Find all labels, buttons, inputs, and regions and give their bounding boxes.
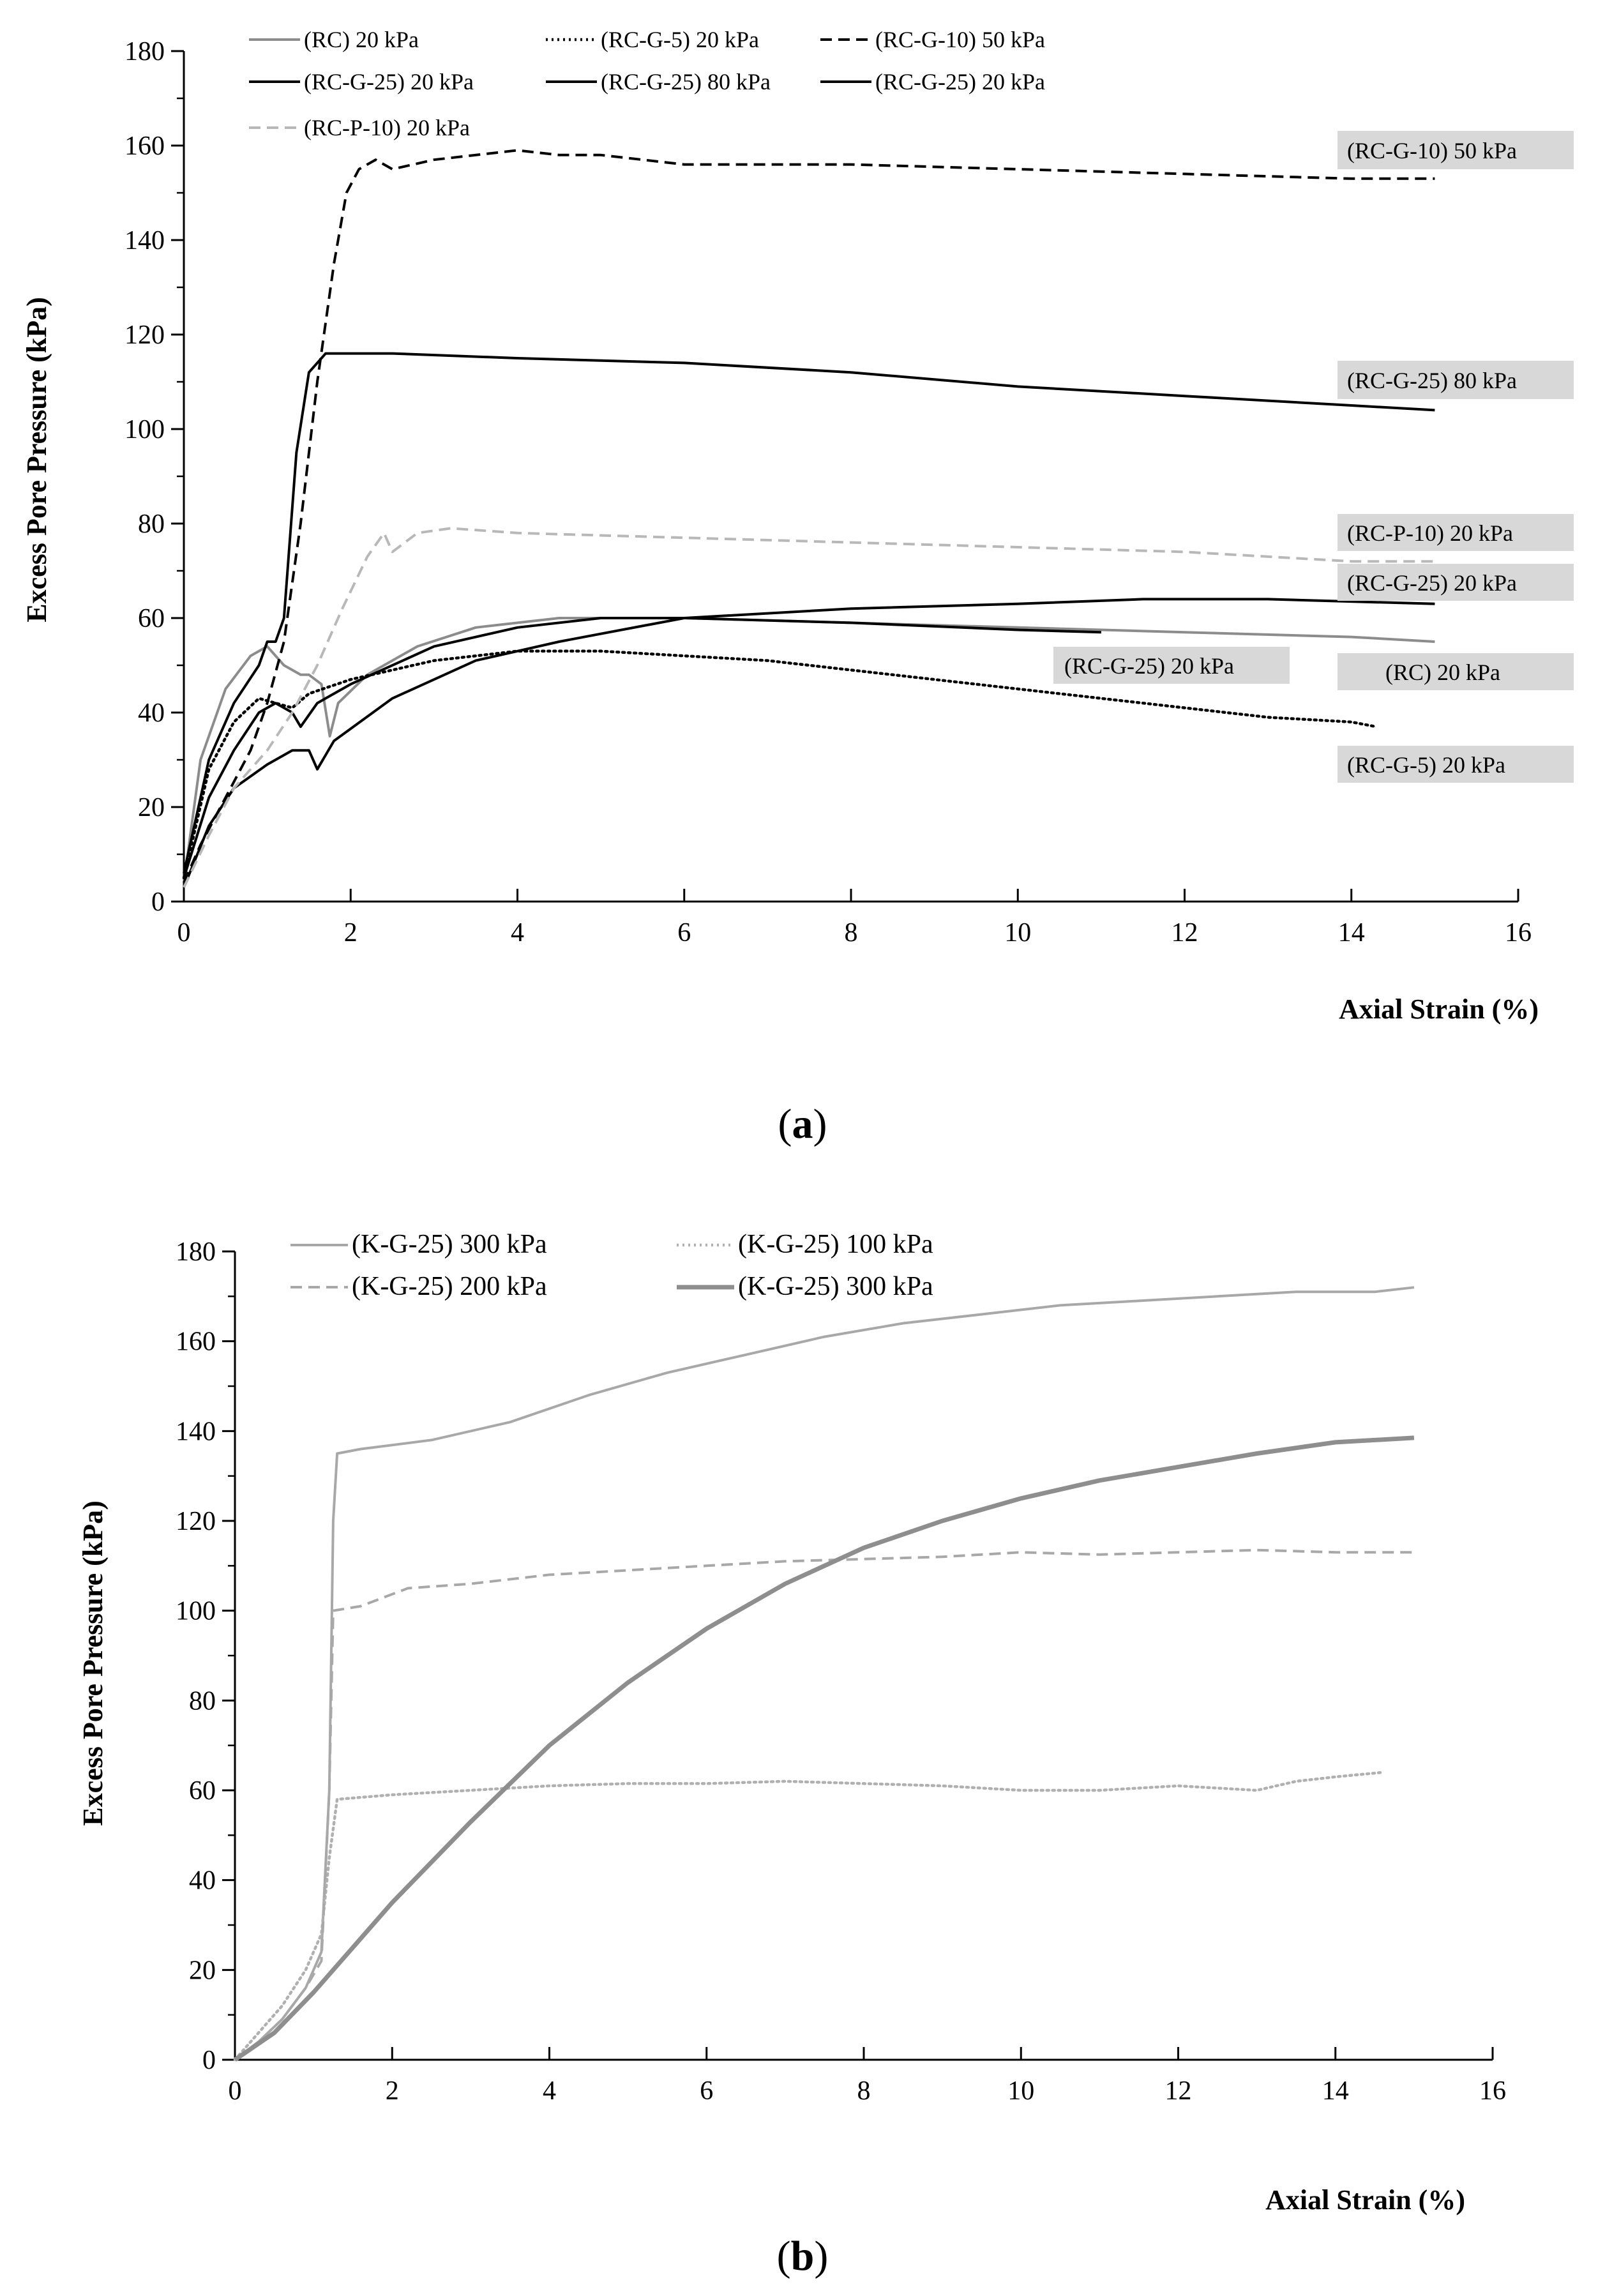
x-tick-label: 10 [1004, 918, 1031, 948]
y-tick-label: 60 [138, 604, 165, 633]
x-tick-label: 6 [677, 918, 691, 948]
x-tick-label: 4 [511, 918, 524, 948]
panel-label-b: (b) [777, 2233, 829, 2279]
annotation-rc-g-25-20-upper: (RC-G-25) 20 kPa [1347, 570, 1517, 596]
chart-a-annotation: (RC) 20 kPa [1338, 653, 1574, 690]
x-tick-label: 8 [857, 2076, 871, 2106]
legend-label: (RC) 20 kPa [304, 27, 419, 52]
chart-b-ticks: 0 20 40 60 80 100 120 140 160 180 0 2 4 6 8 10 12 14 16 [176, 1237, 1506, 2106]
chart-a-annotation: (RC-P-10) 20 kPa [1338, 514, 1574, 551]
series-line [234, 1286, 1415, 2061]
series-line [233, 1771, 1384, 2062]
y-tick-label: 180 [176, 1237, 216, 1267]
series-line [183, 352, 1435, 874]
chart-a-annotation: (RC-G-10) 50 kPa [1338, 131, 1574, 169]
x-tick-label: 0 [229, 2076, 242, 2106]
x-tick-label: 8 [845, 918, 858, 948]
series-line [183, 527, 1435, 888]
y-tick-label: 20 [189, 1956, 216, 1985]
x-tick-label: 4 [543, 2076, 556, 2106]
panel-label-a: (a) [778, 1101, 827, 1147]
chart-a-series [182, 149, 1435, 888]
x-tick-label: 6 [700, 2076, 713, 2106]
series-line [183, 617, 1101, 879]
x-tick-label: 16 [1479, 2076, 1506, 2106]
y-tick-label: 160 [176, 1327, 216, 1357]
x-tick-label: 10 [1007, 2076, 1034, 2106]
y-tick-label: 100 [124, 415, 165, 444]
chart-b-axes [234, 1251, 1493, 2061]
legend-label: (K-G-25) 300 kPa [738, 1272, 933, 1301]
chart-b-legend: (K-G-25) 300 kPa (K-G-25) 100 kPa (K-G-25)… [290, 1230, 933, 1301]
chart-b-xlabel: Axial Strain (%) [1265, 2184, 1465, 2216]
series-line [234, 1548, 1414, 2061]
series-line [234, 1435, 1415, 2062]
y-tick-label: 120 [124, 321, 165, 350]
chart-a: Excess Pore Pressure (kPa) Axial Strain … [21, 27, 1574, 1147]
x-tick-label: 2 [386, 2076, 399, 2106]
chart-a-ylabel: Excess Pore Pressure (kPa) [21, 297, 52, 623]
x-tick-label: 14 [1338, 918, 1365, 948]
chart-a-legend: (RC) 20 kPa (RC-G-5) 20 kPa (RC-G-10) 50 k… [249, 27, 1045, 140]
series-line [183, 617, 1435, 883]
annotation-rc-g-10-50: (RC-G-10) 50 kPa [1347, 138, 1517, 163]
chart-a-annotation: (RC-G-25) 80 kPa [1338, 361, 1574, 399]
chart-a-annotation: (RC-G-25) 20 kPa [1053, 647, 1290, 684]
chart-b-ylabel: Excess Pore Pressure (kPa) [77, 1500, 109, 1826]
legend-label: (RC-G-25) 20 kPa [304, 69, 474, 94]
legend-label: (K-G-25) 200 kPa [352, 1272, 547, 1301]
legend-label: (RC-P-10) 20 kPa [304, 115, 470, 140]
chart-a-xlabel: Axial Strain (%) [1339, 993, 1539, 1025]
chart-b-series [233, 1286, 1415, 2062]
y-tick-label: 40 [189, 1866, 216, 1896]
y-tick-label: 40 [138, 699, 165, 728]
x-tick-label: 12 [1172, 918, 1198, 948]
annotation-rc-g-25-80: (RC-G-25) 80 kPa [1347, 368, 1517, 393]
y-tick-label: 80 [189, 1686, 216, 1716]
y-tick-label: 120 [176, 1507, 216, 1536]
y-tick-label: 140 [176, 1417, 216, 1446]
x-tick-label: 0 [177, 918, 191, 948]
legend-label: (K-G-25) 300 kPa [352, 1230, 547, 1259]
x-tick-label: 2 [344, 918, 358, 948]
x-tick-label: 16 [1505, 918, 1532, 948]
y-tick-label: 160 [124, 132, 165, 161]
x-tick-label: 12 [1165, 2076, 1192, 2106]
y-tick-label: 20 [138, 793, 165, 822]
y-tick-label: 180 [124, 37, 165, 66]
series-line [183, 598, 1435, 888]
y-tick-label: 0 [151, 887, 165, 917]
annotation-rc-p-10-20: (RC-P-10) 20 kPa [1347, 520, 1513, 546]
y-tick-label: 60 [189, 1776, 216, 1806]
chart-a-annotation: (RC-G-5) 20 kPa [1338, 746, 1574, 783]
y-tick-label: 100 [176, 1597, 216, 1626]
y-tick-label: 140 [124, 226, 165, 255]
legend-label: (RC-G-10) 50 kPa [875, 27, 1045, 52]
annotation-rc-20: (RC) 20 kPa [1385, 660, 1500, 685]
series-line [183, 149, 1435, 884]
legend-label: (RC-G-25) 20 kPa [875, 69, 1045, 94]
legend-label: (K-G-25) 100 kPa [738, 1230, 933, 1259]
y-tick-label: 80 [138, 510, 165, 539]
chart-a-annotation: (RC-G-25) 20 kPa [1338, 564, 1574, 601]
annotation-rc-g-5-20: (RC-G-5) 20 kPa [1347, 752, 1505, 778]
series-line [182, 649, 1378, 880]
annotation-rc-g-25-20-lower: (RC-G-25) 20 kPa [1064, 653, 1234, 679]
legend-label: (RC-G-5) 20 kPa [601, 27, 759, 52]
legend-label: (RC-G-25) 80 kPa [601, 69, 771, 94]
chart-a-ticks: 0 20 40 60 80 100 120 140 160 180 0 2 4 6 8 10 12 14 16 [124, 37, 1532, 948]
x-tick-label: 14 [1322, 2076, 1349, 2106]
y-tick-label: 0 [202, 2046, 216, 2075]
chart-b: Excess Pore Pressure (kPa) Axial Strain … [77, 1230, 1506, 2279]
